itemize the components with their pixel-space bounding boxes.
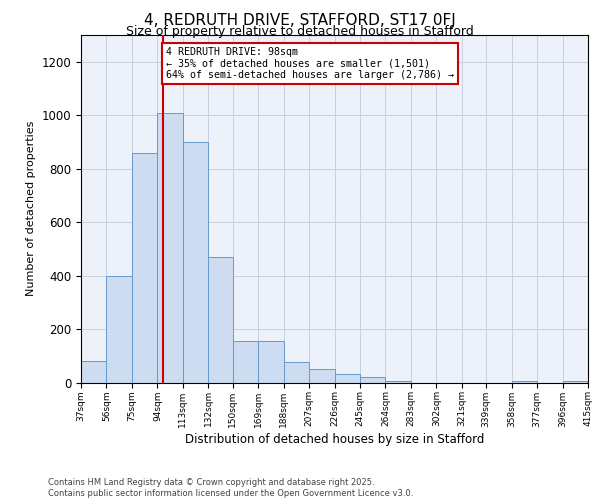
Bar <box>81 361 106 382</box>
Bar <box>258 341 284 382</box>
Text: 4 REDRUTH DRIVE: 98sqm
← 35% of detached houses are smaller (1,501)
64% of semi-: 4 REDRUTH DRIVE: 98sqm ← 35% of detached… <box>166 47 454 80</box>
Text: 4, REDRUTH DRIVE, STAFFORD, ST17 0FJ: 4, REDRUTH DRIVE, STAFFORD, ST17 0FJ <box>144 12 456 28</box>
Text: Size of property relative to detached houses in Stafford: Size of property relative to detached ho… <box>126 25 474 38</box>
Bar <box>335 374 360 382</box>
Bar <box>132 152 157 382</box>
Bar <box>309 369 335 382</box>
Bar <box>284 362 309 382</box>
Bar <box>157 112 183 382</box>
Bar <box>208 257 233 382</box>
X-axis label: Distribution of detached houses by size in Stafford: Distribution of detached houses by size … <box>185 434 484 446</box>
Bar <box>563 381 588 382</box>
Bar <box>360 377 385 382</box>
Bar <box>106 276 132 382</box>
Bar <box>512 381 537 382</box>
Text: Contains HM Land Registry data © Crown copyright and database right 2025.
Contai: Contains HM Land Registry data © Crown c… <box>48 478 413 498</box>
Bar <box>233 341 258 382</box>
Y-axis label: Number of detached properties: Number of detached properties <box>26 121 36 296</box>
Bar <box>385 381 411 382</box>
Bar <box>183 142 208 382</box>
